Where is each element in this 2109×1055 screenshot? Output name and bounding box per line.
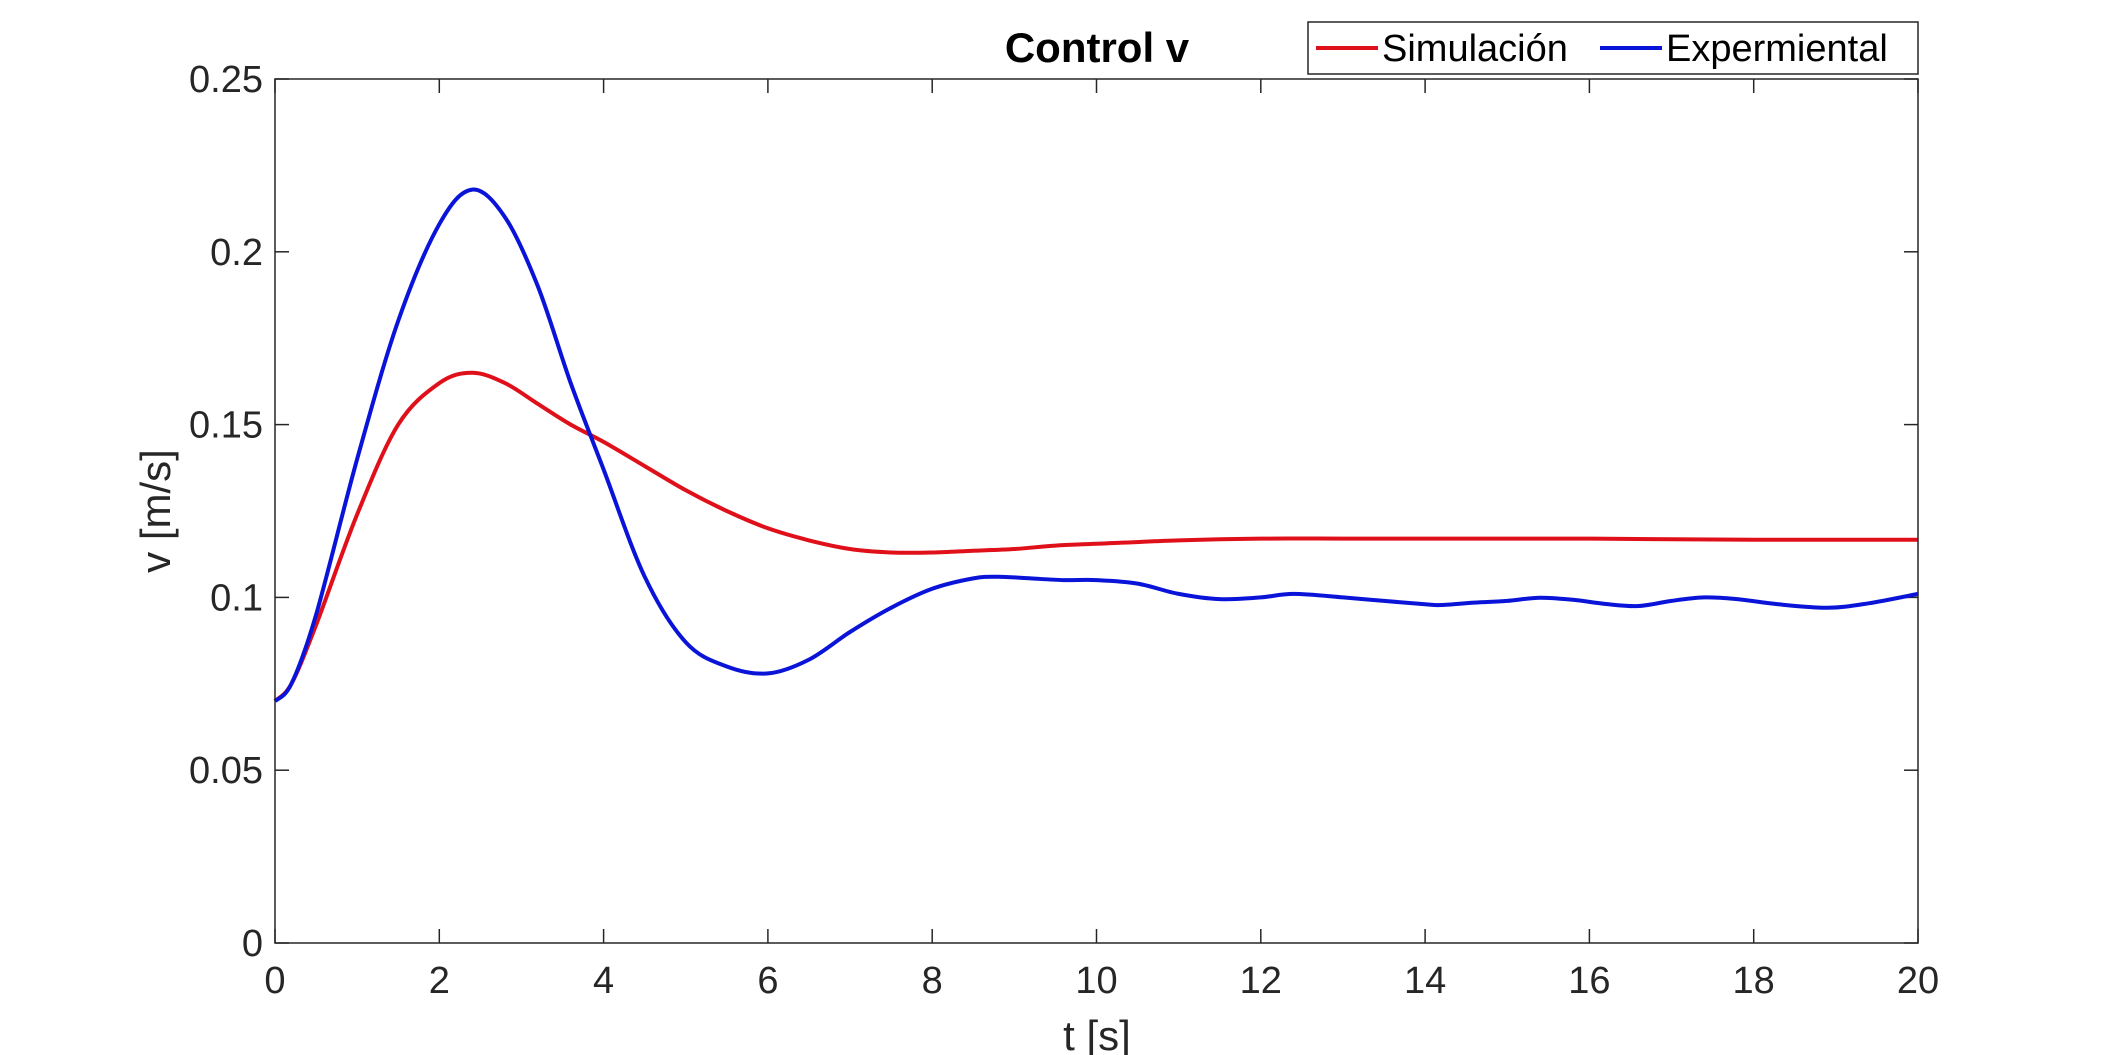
chart-title: Control v — [1005, 24, 1190, 71]
x-tick-label: 4 — [593, 960, 614, 1002]
x-tick-label: 10 — [1075, 960, 1117, 1002]
x-tick-label: 2 — [429, 960, 450, 1002]
y-tick-label: 0.15 — [189, 405, 263, 447]
y-ticks: 0 0.05 0.1 0.15 0.2 0.25 — [189, 59, 1918, 965]
x-tick-label: 8 — [922, 960, 943, 1002]
y-tick-label: 0.05 — [189, 750, 263, 792]
plot-area — [275, 79, 1918, 943]
x-tick-label: 20 — [1897, 960, 1939, 1002]
x-tick-label: 16 — [1568, 960, 1610, 1002]
series-layer — [273, 187, 1919, 703]
x-axis-label: t [s] — [1063, 1012, 1131, 1055]
y-tick-label: 0.1 — [210, 577, 263, 619]
plot-frame — [274, 78, 1919, 944]
y-tick-label: 0 — [242, 923, 263, 965]
legend-label-simulacion: Simulación — [1382, 28, 1568, 70]
series-line-expermiental — [273, 187, 1919, 703]
x-ticks: 0 2 4 6 8 10 12 14 16 18 20 — [264, 79, 1939, 1002]
series-line-simulacion — [273, 370, 1918, 703]
y-axis-label: v [m/s] — [132, 449, 179, 573]
legend-label-expermiental: Expermiental — [1666, 28, 1888, 70]
x-tick-label: 18 — [1733, 960, 1775, 1002]
y-tick-label: 0.2 — [210, 232, 263, 274]
x-tick-label: 0 — [264, 960, 285, 1002]
x-tick-label: 14 — [1404, 960, 1446, 1002]
legend: Simulación Expermiental — [1307, 21, 1919, 75]
x-tick-label: 6 — [757, 960, 778, 1002]
y-tick-label: 0.25 — [189, 59, 263, 101]
x-tick-label: 12 — [1240, 960, 1282, 1002]
